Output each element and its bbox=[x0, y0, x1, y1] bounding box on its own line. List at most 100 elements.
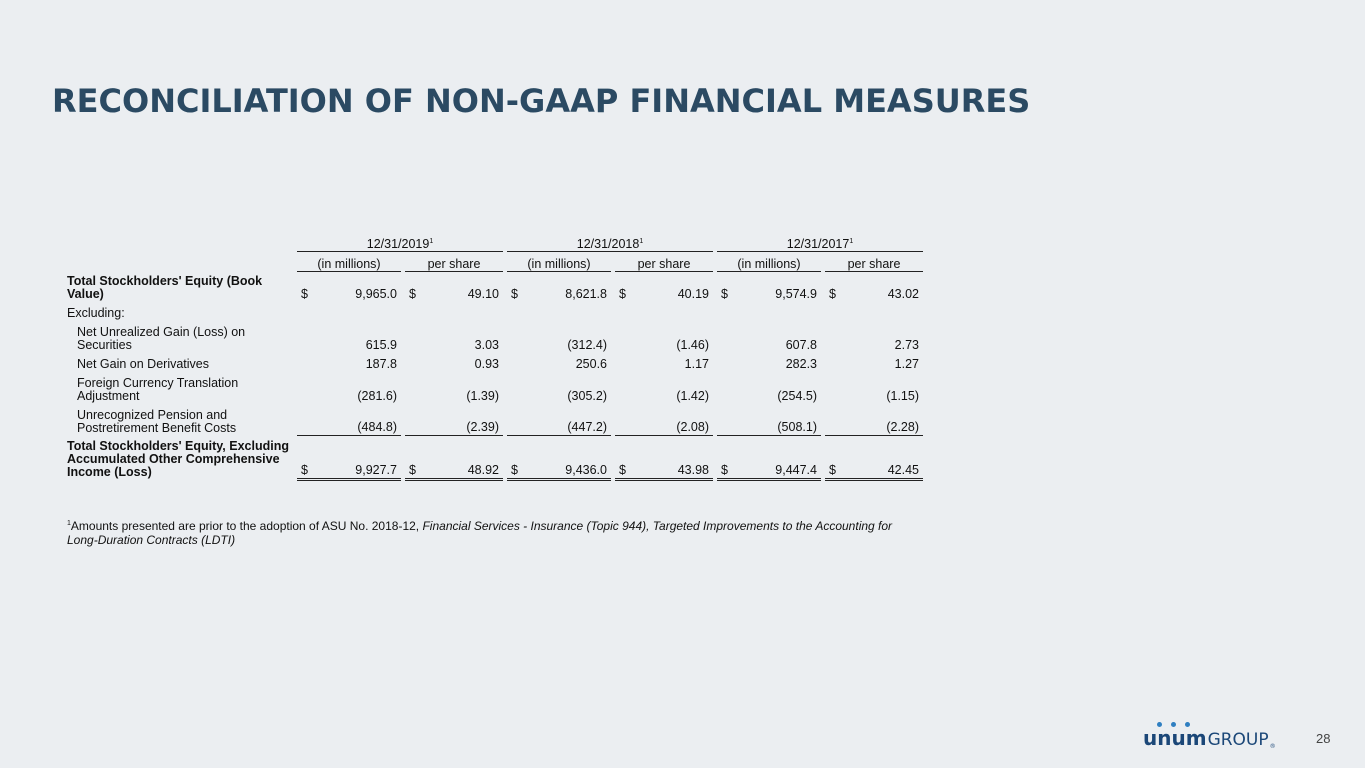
row-label: Foreign Currency Translation Adjustment bbox=[77, 375, 239, 403]
row-label: Net Unrealized Gain (Loss) on Securities bbox=[77, 324, 246, 352]
subheader-per-share: per share bbox=[825, 251, 923, 272]
value-per-share: 1.27 bbox=[894, 356, 919, 371]
value-per-share: 3.03 bbox=[474, 337, 499, 352]
value-in-millions: 615.9 bbox=[365, 337, 397, 352]
value-per-share: (2.08) bbox=[615, 403, 713, 436]
value-per-share: (1.42) bbox=[676, 388, 709, 403]
value-in-millions: 9,447.4 bbox=[735, 435, 821, 481]
value-in-millions bbox=[525, 302, 611, 321]
value-per-share bbox=[405, 302, 503, 321]
currency-symbol: $ bbox=[511, 286, 518, 301]
currency-symbol: $ bbox=[507, 435, 525, 481]
currency-symbol: $ bbox=[619, 463, 626, 477]
currency-symbol: $ bbox=[829, 463, 836, 477]
value-per-share: 0.93 bbox=[474, 356, 499, 371]
value-in-millions: (312.4) bbox=[567, 337, 607, 352]
value-in-millions: 9,927.7 bbox=[315, 435, 401, 481]
currency-symbol bbox=[297, 403, 315, 436]
period-footnote-marker: 1 bbox=[849, 237, 854, 245]
period-header-row: 12/31/20191 12/31/20181 12/31/20171 bbox=[67, 232, 923, 252]
value-in-millions: 9,965.0 bbox=[355, 286, 397, 301]
page-title: RECONCILIATION OF NON-GAAP FINANCIAL MEA… bbox=[52, 82, 1031, 120]
value-in-millions bbox=[315, 302, 401, 321]
reconciliation-table: 12/31/20191 12/31/20181 12/31/20171 (in … bbox=[67, 232, 923, 481]
footnote: 1Amounts presented are prior to the adop… bbox=[67, 517, 907, 547]
subheader-millions: (in millions) bbox=[717, 251, 821, 272]
currency-symbol bbox=[507, 302, 525, 321]
value-per-share: (1.39) bbox=[466, 388, 499, 403]
period-footnote-marker: 1 bbox=[639, 237, 644, 245]
value-per-share: $43.02 bbox=[829, 286, 919, 301]
currency-symbol bbox=[297, 321, 315, 353]
currency-symbol bbox=[507, 372, 525, 404]
row-label: Total Stockholders' Equity (Book Value) bbox=[67, 273, 263, 301]
footnote-marker: 1 bbox=[67, 520, 71, 527]
currency-symbol bbox=[717, 372, 735, 404]
currency-symbol bbox=[717, 353, 735, 372]
value-per-share: 1.17 bbox=[684, 356, 709, 371]
value-per-share: $48.92 bbox=[405, 435, 503, 481]
value-per-share bbox=[615, 302, 713, 321]
subheader-per-share: per share bbox=[615, 251, 713, 272]
value-in-millions: (484.8) bbox=[315, 403, 401, 436]
value-per-share: (1.46) bbox=[676, 337, 709, 352]
table-row: Unrecognized Pension and Postretirement … bbox=[67, 403, 923, 436]
currency-symbol: $ bbox=[301, 286, 308, 301]
value-per-share: (2.39) bbox=[405, 403, 503, 436]
value-in-millions bbox=[735, 302, 821, 321]
table-body: Total Stockholders' Equity (Book Value) $… bbox=[67, 272, 923, 481]
currency-symbol: $ bbox=[297, 435, 315, 481]
period-footnote-marker: 1 bbox=[429, 237, 434, 245]
value-per-share: (2.28) bbox=[825, 403, 923, 436]
value-in-millions: 250.6 bbox=[575, 356, 607, 371]
row-label: Excluding: bbox=[67, 305, 125, 320]
currency-symbol bbox=[297, 353, 315, 372]
currency-symbol bbox=[717, 302, 735, 321]
logo-dots-icon bbox=[1157, 722, 1190, 727]
value-in-millions: 282.3 bbox=[785, 356, 817, 371]
row-label: Net Gain on Derivatives bbox=[77, 356, 210, 371]
period-header-2018: 12/31/20181 bbox=[507, 232, 713, 252]
currency-symbol: $ bbox=[721, 286, 728, 301]
logo-group-text: GROUP bbox=[1207, 730, 1269, 750]
value-in-millions: (305.2) bbox=[567, 388, 607, 403]
currency-symbol: $ bbox=[829, 286, 836, 301]
currency-symbol bbox=[717, 321, 735, 353]
currency-symbol bbox=[297, 302, 315, 321]
value-in-millions: 9,436.0 bbox=[525, 435, 611, 481]
currency-symbol bbox=[507, 321, 525, 353]
value-in-millions: (508.1) bbox=[735, 403, 821, 436]
logo-unum-text: unum bbox=[1143, 722, 1207, 750]
row-label: Total Stockholders' Equity, Excluding Ac… bbox=[67, 438, 289, 479]
currency-symbol bbox=[507, 353, 525, 372]
value-in-millions: 8,621.8 bbox=[565, 286, 607, 301]
value-in-millions: 9,574.9 bbox=[775, 286, 817, 301]
value-in-millions: (447.2) bbox=[525, 403, 611, 436]
footnote-text: Amounts presented are prior to the adopt… bbox=[70, 519, 423, 533]
subheader-millions: (in millions) bbox=[507, 251, 611, 272]
currency-symbol: $ bbox=[619, 286, 626, 301]
currency-symbol bbox=[507, 403, 525, 436]
value-per-share bbox=[825, 302, 923, 321]
value-per-share: $43.98 bbox=[615, 435, 713, 481]
logo-registered-mark: ® bbox=[1269, 743, 1276, 750]
currency-symbol bbox=[297, 372, 315, 404]
table-row: Total Stockholders' Equity (Book Value) $… bbox=[67, 272, 923, 302]
row-label: Unrecognized Pension and Postretirement … bbox=[77, 407, 237, 435]
value-in-millions: (254.5) bbox=[777, 388, 817, 403]
currency-symbol bbox=[717, 403, 735, 436]
currency-symbol: $ bbox=[717, 435, 735, 481]
period-header-2019: 12/31/20191 bbox=[297, 232, 503, 252]
value-per-share: $40.19 bbox=[619, 286, 709, 301]
table-row: Foreign Currency Translation Adjustment (… bbox=[67, 372, 923, 404]
value-per-share: (1.15) bbox=[886, 388, 919, 403]
unum-group-logo: unum GROUP ® bbox=[1143, 720, 1276, 750]
value-in-millions: 187.8 bbox=[365, 356, 397, 371]
table-row: Excluding: bbox=[67, 302, 923, 321]
page-number: 28 bbox=[1316, 731, 1331, 746]
value-in-millions: (281.6) bbox=[357, 388, 397, 403]
table-row: Total Stockholders' Equity, Excluding Ac… bbox=[67, 435, 923, 481]
value-per-share: 2.73 bbox=[894, 337, 919, 352]
subheader-millions: (in millions) bbox=[297, 251, 401, 272]
currency-symbol: $ bbox=[409, 463, 416, 477]
